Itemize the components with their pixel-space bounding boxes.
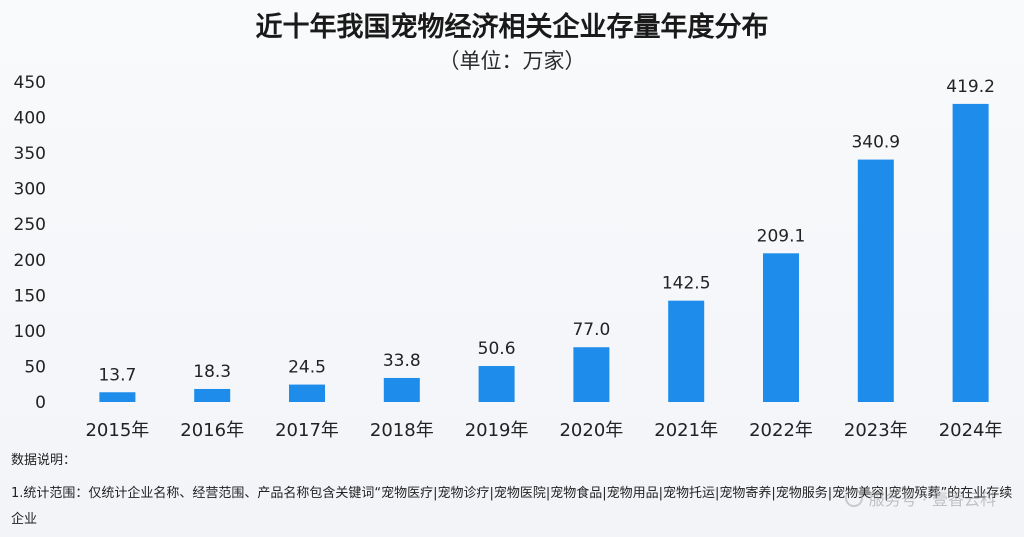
chart-subtitle: （单位：万家） [439, 49, 586, 73]
x-tick-label: 2017年 [275, 420, 339, 441]
x-tick-label: 2018年 [370, 420, 434, 441]
bar-value-label: 33.8 [383, 351, 421, 371]
x-tick-label: 2021年 [654, 420, 718, 441]
y-tick-label: 50 [24, 357, 46, 377]
bar [194, 388, 231, 402]
bar-value-label: 142.5 [662, 274, 711, 294]
y-tick-label: 250 [14, 215, 46, 235]
data-notes-body: 1.统计范围：仅统计企业名称、经营范围、产品名称包含关键词“宠物医疗|宠物诊疗|… [11, 486, 1013, 527]
x-tick-label: 2016年 [180, 420, 244, 441]
bar [573, 347, 610, 402]
bar-value-label: 419.2 [946, 77, 995, 97]
bar-value-label: 77.0 [572, 320, 610, 340]
y-tick-label: 350 [14, 144, 46, 164]
y-tick-label: 300 [14, 180, 46, 200]
data-labels: 13.7 18.3 24.5 33.8 50.6 77.0 142.5 209.1 340.9 4… [98, 77, 994, 385]
bar [289, 384, 325, 402]
x-tick-label: 2019年 [465, 420, 529, 441]
y-tick-label: 100 [14, 322, 46, 342]
bar [952, 103, 989, 402]
y-tick-label: 400 [14, 109, 46, 129]
watermark-text: 服务号 · 壹香云科 [868, 490, 996, 509]
bar-value-label: 340.9 [851, 133, 900, 153]
bar-value-label: 209.1 [757, 226, 806, 246]
x-tick-label: 2023年 [844, 420, 908, 441]
wechat-icon [844, 489, 863, 507]
bar [857, 159, 894, 402]
x-tick-label: 2024年 [939, 420, 1003, 441]
x-tick-label: 2020年 [559, 420, 623, 441]
x-axis-labels: 2015年 2016年 2017年 2018年 2019年 2020年 2021年 2022年… [85, 420, 1002, 441]
y-tick-label: 0 [35, 393, 46, 413]
bar-value-label: 50.6 [478, 339, 516, 359]
bar [763, 253, 799, 402]
bar-value-label: 24.5 [288, 358, 326, 378]
watermark: 服务号 · 壹香云科 [844, 486, 996, 510]
data-notes-heading: 数据说明： [11, 453, 77, 468]
x-tick-label: 2022年 [749, 420, 813, 441]
bar-value-label: 18.3 [193, 362, 231, 382]
bar [383, 377, 420, 402]
bar-value-label: 13.7 [98, 365, 136, 385]
y-tick-label: 450 [14, 73, 46, 93]
y-tick-label: 150 [14, 286, 46, 306]
bar-series [99, 103, 989, 402]
bar [668, 300, 705, 402]
x-tick-label: 2015年 [85, 420, 149, 441]
bar [478, 366, 515, 402]
chart-title: 近十年我国宠物经济相关企业存量年度分布 [256, 11, 769, 43]
bar [99, 392, 136, 402]
y-tick-label: 200 [14, 251, 46, 271]
y-axis-ticks: 0 50 100 150 200 250 300 350 400 450 [14, 73, 46, 413]
